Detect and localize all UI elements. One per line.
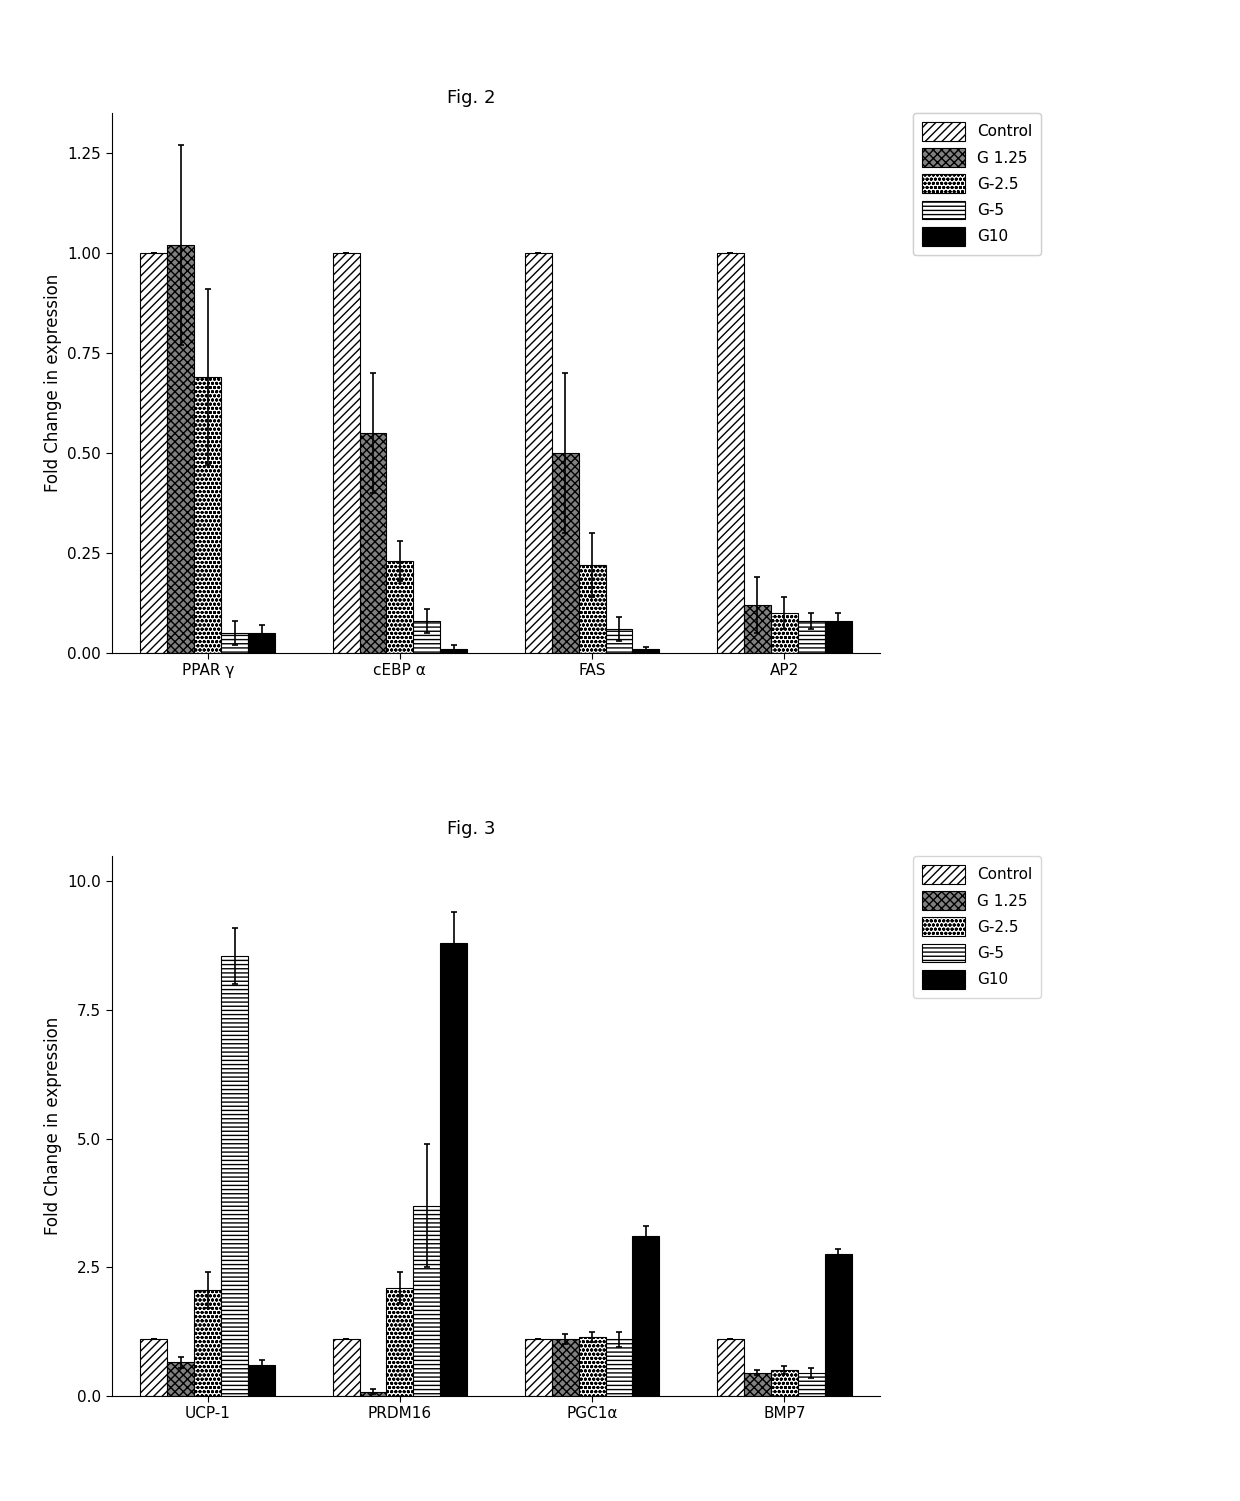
- Bar: [440, 648, 467, 653]
- Bar: [771, 612, 797, 653]
- Bar: [632, 648, 660, 653]
- Bar: [525, 252, 552, 653]
- Bar: [552, 453, 579, 653]
- Bar: [413, 621, 440, 653]
- Bar: [140, 1339, 167, 1396]
- Bar: [579, 1337, 605, 1396]
- Bar: [744, 1373, 771, 1396]
- Y-axis label: Fold Change in expression: Fold Change in expression: [43, 1016, 62, 1235]
- Bar: [605, 1339, 632, 1396]
- Bar: [413, 1205, 440, 1396]
- Bar: [332, 252, 360, 653]
- Bar: [248, 1364, 275, 1396]
- Bar: [195, 1291, 221, 1396]
- Bar: [167, 245, 195, 653]
- Bar: [248, 633, 275, 653]
- Bar: [387, 1288, 413, 1396]
- Bar: [360, 1391, 387, 1396]
- Bar: [221, 956, 248, 1396]
- Bar: [552, 1339, 579, 1396]
- Legend: Control, G 1.25, G-2.5, G-5, G10: Control, G 1.25, G-2.5, G-5, G10: [913, 856, 1042, 998]
- Bar: [797, 1373, 825, 1396]
- Text: Fig. 2: Fig. 2: [446, 89, 496, 107]
- Bar: [771, 1370, 797, 1396]
- Bar: [140, 252, 167, 653]
- Bar: [360, 432, 387, 653]
- Text: Fig. 3: Fig. 3: [446, 820, 496, 838]
- Bar: [195, 377, 221, 653]
- Bar: [825, 621, 852, 653]
- Bar: [332, 1339, 360, 1396]
- Bar: [440, 943, 467, 1396]
- Bar: [167, 1363, 195, 1396]
- Bar: [387, 561, 413, 653]
- Legend: Control, G 1.25, G-2.5, G-5, G10: Control, G 1.25, G-2.5, G-5, G10: [913, 113, 1042, 255]
- Y-axis label: Fold Change in expression: Fold Change in expression: [43, 273, 62, 492]
- Bar: [744, 605, 771, 653]
- Bar: [797, 621, 825, 653]
- Bar: [605, 629, 632, 653]
- Bar: [579, 564, 605, 653]
- Bar: [717, 252, 744, 653]
- Bar: [525, 1339, 552, 1396]
- Bar: [717, 1339, 744, 1396]
- Bar: [221, 633, 248, 653]
- Bar: [825, 1255, 852, 1396]
- Bar: [632, 1237, 660, 1396]
